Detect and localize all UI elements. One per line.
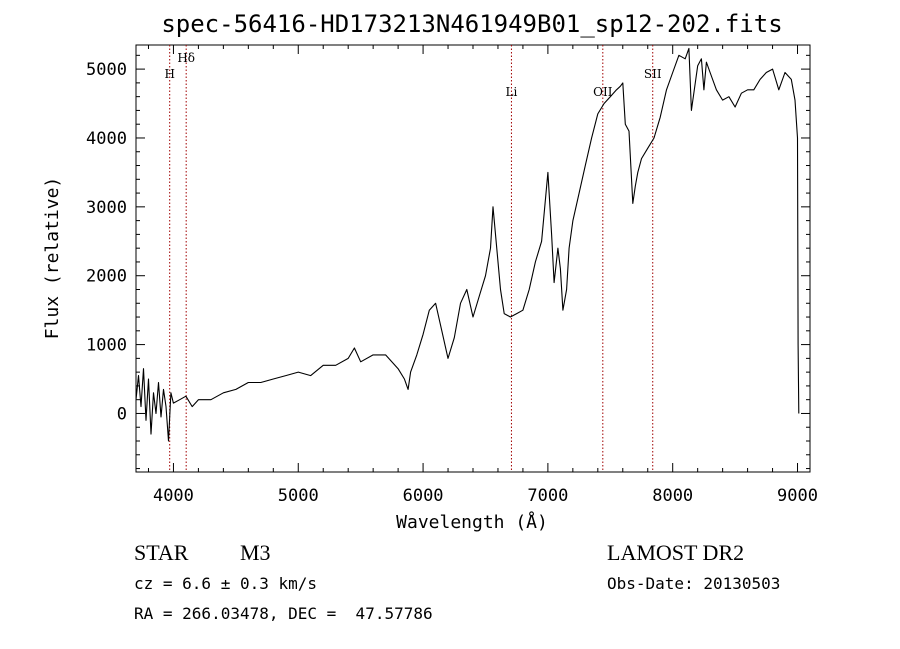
line-marker-label: SII bbox=[644, 67, 662, 81]
x-axis-label: Wavelength (Å) bbox=[396, 511, 548, 533]
object-subclass: M3 bbox=[240, 540, 271, 565]
object-type: STAR bbox=[134, 540, 189, 565]
x-tick-label: 4000 bbox=[153, 486, 194, 506]
line-marker-label: Hδ bbox=[177, 51, 195, 65]
line-marker-label: H bbox=[164, 67, 174, 81]
x-tick-label: 5000 bbox=[278, 486, 319, 506]
y-tick-label: 5000 bbox=[86, 60, 127, 80]
x-tick-label: 8000 bbox=[652, 486, 693, 506]
y-tick-label: 0 bbox=[117, 404, 127, 424]
line-marker-label: OII bbox=[593, 85, 613, 99]
chart-title: spec-56416-HD173213N461949B01_sp12-202.f… bbox=[161, 10, 782, 38]
plot-frame bbox=[135, 44, 811, 473]
x-tick-label: 7000 bbox=[527, 486, 568, 506]
y-axis-label: Flux (relative) bbox=[42, 177, 63, 340]
y-tick-label: 3000 bbox=[86, 198, 127, 218]
redshift-cz: cz = 6.6 ± 0.3 km/s bbox=[134, 574, 318, 593]
survey-name: LAMOST DR2 bbox=[607, 540, 745, 565]
y-tick-label: 4000 bbox=[86, 129, 127, 149]
coordinates: RA = 266.03478, DEC = 47.57786 bbox=[134, 604, 433, 623]
spectrum-line bbox=[135, 47, 800, 442]
line-marker-label: Li bbox=[506, 85, 518, 99]
spectrum-chart: spec-56416-HD173213N461949B01_sp12-202.f… bbox=[42, 10, 818, 533]
y-tick-label: 1000 bbox=[86, 336, 127, 356]
observation-date: Obs-Date: 20130503 bbox=[607, 574, 781, 593]
y-tick-label: 2000 bbox=[86, 267, 127, 287]
x-tick-label: 9000 bbox=[777, 486, 818, 506]
x-tick-label: 6000 bbox=[403, 486, 444, 506]
